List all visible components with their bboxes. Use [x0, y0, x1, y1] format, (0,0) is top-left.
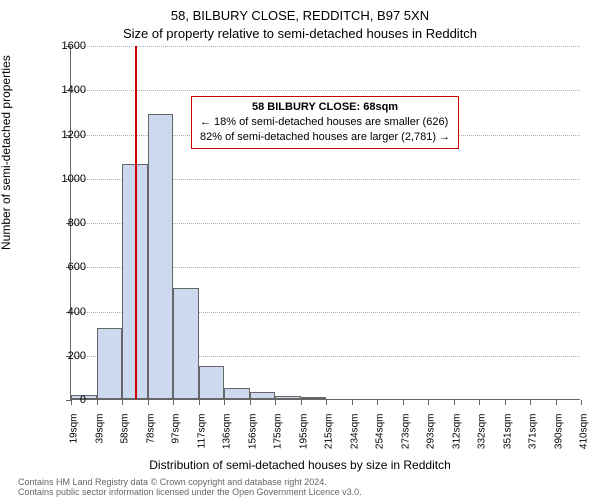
info-box-line-larger: 82% of semi-detached houses are larger (… — [200, 130, 450, 145]
xtick-label: 410sqm — [579, 414, 590, 450]
footer-attribution: Contains HM Land Registry data © Crown c… — [18, 478, 362, 498]
xtick-label: 293sqm — [426, 414, 437, 450]
xtick-mark — [556, 400, 557, 405]
ytick-label: 1400 — [46, 84, 86, 96]
histogram-bar — [148, 114, 174, 399]
xtick-label: 19sqm — [69, 414, 80, 444]
ytick-label: 1000 — [46, 173, 86, 185]
histogram-bar — [173, 288, 199, 399]
info-box-line-smaller: ← 18% of semi-detached houses are smalle… — [200, 115, 450, 130]
histogram-bar — [250, 392, 276, 399]
ytick-label: 200 — [46, 350, 86, 362]
xtick-label: 136sqm — [222, 414, 233, 450]
xtick-label: 97sqm — [171, 414, 182, 444]
xtick-label: 273sqm — [400, 414, 411, 450]
xtick-label: 254sqm — [375, 414, 386, 450]
xtick-mark — [403, 400, 404, 405]
xtick-mark — [454, 400, 455, 405]
ytick-label: 800 — [46, 217, 86, 229]
xtick-mark — [326, 400, 327, 405]
chart-title-line2: Size of property relative to semi-detach… — [0, 26, 600, 41]
xtick-mark — [479, 400, 480, 405]
info-box: 58 BILBURY CLOSE: 68sqm ← 18% of semi-de… — [191, 96, 459, 149]
histogram-bar — [199, 366, 225, 399]
histogram-bar — [301, 397, 327, 399]
xtick-mark — [428, 400, 429, 405]
xtick-mark — [581, 400, 582, 405]
xtick-label: 351sqm — [502, 414, 513, 450]
histogram-bar — [97, 328, 123, 399]
xtick-mark — [352, 400, 353, 405]
xtick-mark — [122, 400, 123, 405]
xtick-label: 215sqm — [324, 414, 335, 450]
histogram-bar — [275, 396, 301, 399]
xtick-mark — [224, 400, 225, 405]
chart-title-line1: 58, BILBURY CLOSE, REDDITCH, B97 5XN — [0, 8, 600, 23]
xtick-label: 117sqm — [196, 414, 207, 449]
xtick-label: 371sqm — [528, 414, 539, 450]
plot-area: 58 BILBURY CLOSE: 68sqm ← 18% of semi-de… — [70, 46, 580, 400]
xtick-label: 234sqm — [349, 414, 360, 450]
gridline — [71, 46, 580, 47]
xtick-label: 332sqm — [477, 414, 488, 450]
y-axis-label: Number of semi-detached properties — [0, 55, 13, 250]
xtick-label: 390sqm — [553, 414, 564, 450]
ytick-label: 1200 — [46, 129, 86, 141]
xtick-label: 78sqm — [145, 414, 156, 444]
xtick-mark — [173, 400, 174, 405]
xtick-label: 175sqm — [273, 414, 284, 450]
x-axis-label: Distribution of semi-detached houses by … — [0, 458, 600, 472]
xtick-label: 156sqm — [247, 414, 258, 450]
xtick-mark — [530, 400, 531, 405]
xtick-mark — [199, 400, 200, 405]
xtick-mark — [250, 400, 251, 405]
xtick-mark — [505, 400, 506, 405]
xtick-mark — [97, 400, 98, 405]
ytick-label: 600 — [46, 261, 86, 273]
info-box-title: 58 BILBURY CLOSE: 68sqm — [200, 100, 450, 115]
gridline — [71, 90, 580, 91]
ytick-label: 0 — [46, 394, 86, 406]
footer-line2: Contains public sector information licen… — [18, 488, 362, 498]
ytick-label: 1600 — [46, 40, 86, 52]
xtick-mark — [377, 400, 378, 405]
xtick-label: 312sqm — [451, 414, 462, 450]
xtick-label: 39sqm — [94, 414, 105, 444]
ytick-label: 400 — [46, 306, 86, 318]
xtick-mark — [301, 400, 302, 405]
marker-line — [135, 46, 137, 399]
chart-container: 58, BILBURY CLOSE, REDDITCH, B97 5XN Siz… — [0, 0, 600, 500]
histogram-bar — [224, 388, 250, 399]
xtick-label: 58sqm — [120, 414, 131, 444]
xtick-mark — [275, 400, 276, 405]
xtick-mark — [148, 400, 149, 405]
xtick-label: 195sqm — [298, 414, 309, 450]
